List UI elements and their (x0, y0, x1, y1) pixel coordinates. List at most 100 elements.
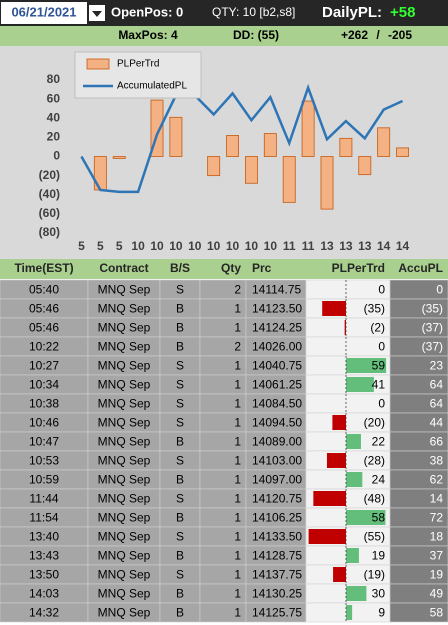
cell-text: 22 (372, 435, 386, 449)
cell-text: 10:46 (29, 416, 59, 430)
cell-text: MNQ Sep (98, 359, 151, 373)
cell-text: 13:50 (29, 568, 59, 582)
cell-text: (19) (364, 568, 385, 582)
cell-text: S (176, 454, 184, 468)
date-box (1, 2, 87, 24)
cell-text: 14061.25 (252, 378, 302, 392)
cell-text: 14040.75 (252, 359, 302, 373)
legend-label: PLPerTrd (117, 59, 159, 70)
cell-text: S (176, 397, 184, 411)
cell-text: MNQ Sep (98, 435, 151, 449)
cell-text: 1 (234, 378, 241, 392)
cell-text: S (176, 283, 184, 297)
y-tick-label: (40) (39, 187, 60, 201)
cell-text: 05:40 (29, 283, 59, 297)
column-header: Qty (221, 261, 241, 275)
cell-text: 1 (234, 568, 241, 582)
data-bar (346, 358, 387, 373)
cell-text: 14094.50 (252, 416, 302, 430)
qty: QTY: 10 [b2,s8] (212, 5, 295, 19)
bar (226, 135, 239, 157)
cell-text: 14123.50 (252, 302, 302, 316)
cell-text: MNQ Sep (98, 587, 151, 601)
x-tick-label: 11 (302, 239, 315, 253)
cell-text: 14125.75 (252, 606, 302, 620)
open-pos: OpenPos: 0 (111, 4, 183, 19)
bar (263, 133, 277, 157)
cell-text: MNQ Sep (98, 606, 151, 620)
cell-text: (2) (370, 321, 385, 335)
y-tick-label: 80 (47, 72, 61, 86)
cell-text: 1 (234, 473, 241, 487)
data-bar (332, 415, 346, 430)
cell-text: 37 (430, 549, 444, 563)
x-tick-label: 14 (396, 239, 410, 253)
cell-text: 10:53 (29, 454, 59, 468)
cell-text: 14120.75 (252, 492, 302, 506)
data-bar (322, 301, 346, 316)
cell-text: S (176, 492, 184, 506)
drawdown: DD: (55) (233, 28, 279, 42)
cell-text: 1 (234, 397, 241, 411)
x-tick-label: 10 (264, 239, 278, 253)
daily-pl-label: DailyPL: (322, 4, 382, 21)
cell-text: 58 (430, 606, 444, 620)
x-tick-label: 11 (283, 239, 296, 253)
cell-text: S (176, 530, 184, 544)
legend-swatch (86, 58, 110, 70)
cell-text: B (176, 587, 184, 601)
data-bar (333, 567, 346, 582)
cell-text: 1 (234, 435, 241, 449)
data-bar (346, 548, 359, 563)
cell-text: S (176, 568, 184, 582)
data-bar (346, 605, 353, 620)
y-tick-label: 60 (47, 91, 61, 105)
bar (339, 137, 353, 157)
y-tick-label: 0 (53, 149, 60, 163)
x-tick-label: 10 (207, 239, 221, 253)
cell-text: 14128.75 (252, 549, 302, 563)
cell-text: 24 (372, 473, 386, 487)
max-pos: MaxPos: 4 (118, 28, 178, 42)
cell-text: (35) (422, 302, 443, 316)
legend-label: AccumulatedPL (117, 81, 187, 92)
cell-text: MNQ Sep (98, 454, 151, 468)
x-tick-label: 13 (339, 239, 353, 253)
y-tick-label: 20 (47, 130, 61, 144)
data-bar (346, 434, 361, 449)
date: 06/21/2021 (11, 4, 76, 19)
cell-text: 05:46 (29, 302, 59, 316)
cell-text: B (176, 435, 184, 449)
bar (207, 156, 221, 177)
cell-text: 14084.50 (252, 397, 302, 411)
cell-text: 10:38 (29, 397, 59, 411)
cell-text: 14089.00 (252, 435, 302, 449)
cell-text: 30 (372, 587, 386, 601)
cell-text: 1 (234, 359, 241, 373)
separator: / (376, 28, 380, 42)
cell-text: B (176, 473, 184, 487)
bar (282, 156, 296, 203)
x-tick-label: 10 (131, 239, 145, 253)
cell-text: B (176, 302, 184, 316)
bar (301, 100, 315, 157)
y-tick-label: (20) (39, 168, 60, 182)
cell-text: 1 (234, 302, 241, 316)
cell-text: 13:43 (29, 549, 59, 563)
cell-text: 19 (372, 549, 386, 563)
cell-text: 1 (234, 549, 241, 563)
cell-text: 2 (234, 283, 241, 297)
data-bar (346, 510, 386, 525)
data-bar (308, 529, 346, 544)
cell-text: (35) (364, 302, 385, 316)
table-header (0, 259, 448, 279)
cell-text: MNQ Sep (98, 416, 151, 430)
cell-text: 11:54 (29, 511, 58, 525)
data-bar (346, 377, 374, 392)
cell-text: 14:03 (29, 587, 59, 601)
cell-text: MNQ Sep (98, 340, 151, 354)
column-header: Time(EST) (14, 261, 73, 275)
cell-text: 10:34 (29, 378, 59, 392)
bar (320, 156, 334, 210)
cell-text: 1 (234, 511, 241, 525)
